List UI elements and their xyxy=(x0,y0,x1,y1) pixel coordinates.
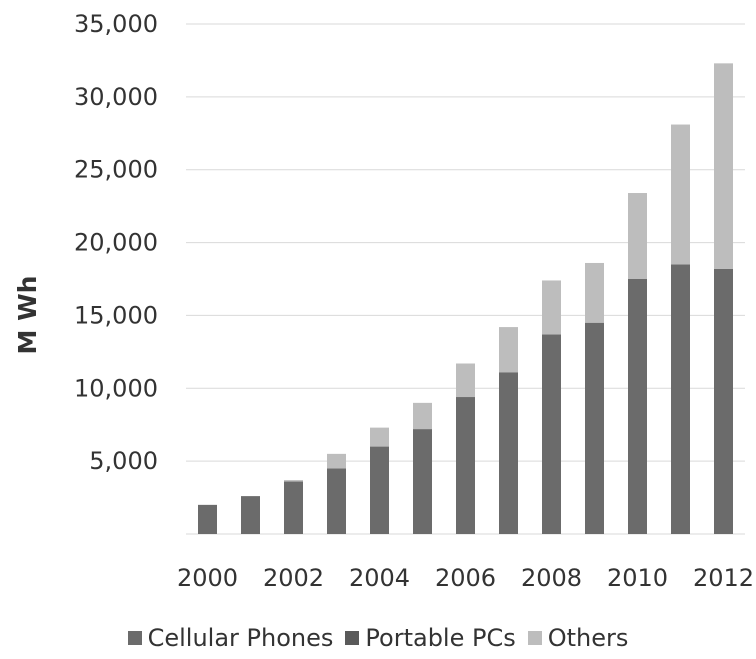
bar-segment-cellular-phones xyxy=(628,279,647,534)
y-tick-label: 5,000 xyxy=(89,447,158,475)
y-axis-label: M Wh xyxy=(13,276,42,355)
legend-swatch xyxy=(527,631,542,645)
legend-label: Portable PCs xyxy=(365,624,516,652)
y-tick-label: 10,000 xyxy=(74,374,158,402)
y-tick-label: 25,000 xyxy=(74,156,158,184)
bar-segment-others xyxy=(327,453,346,469)
bar-segment-cellular-phones xyxy=(456,397,475,534)
bar-segment-others xyxy=(628,193,647,279)
bar-segment-others xyxy=(413,402,432,430)
bar-segment-others xyxy=(370,427,389,447)
bar-segment-others xyxy=(671,124,690,265)
x-tick-label: 2010 xyxy=(607,564,668,592)
x-tick-label: 2004 xyxy=(349,564,410,592)
bar-segment-others xyxy=(499,327,518,373)
y-tick-label: 35,000 xyxy=(74,10,158,38)
bar-segment-cellular-phones xyxy=(542,334,561,534)
bar-segment-others xyxy=(585,262,604,323)
bar-segment-others xyxy=(714,63,733,269)
gridlines xyxy=(186,23,745,535)
x-tick-label: 2008 xyxy=(521,564,582,592)
legend: Cellular Phones Portable PCs Others xyxy=(0,624,756,652)
y-tick-label: 30,000 xyxy=(74,83,158,111)
stacked-bar-chart: 5,000 10,000 15,000 20,000 25,000 30,000 35,00… xyxy=(13,10,754,592)
bar-segment-cellular-phones xyxy=(714,268,733,534)
bar-segment-cellular-phones xyxy=(198,504,217,534)
bars xyxy=(198,63,733,534)
bar-segment-cellular-phones xyxy=(370,446,389,534)
bar-segment-others xyxy=(542,280,561,335)
legend-item: Others xyxy=(527,624,629,652)
x-tick-label: 2012 xyxy=(693,564,754,592)
x-tick-label: 2006 xyxy=(435,564,496,592)
bar-segment-cellular-phones xyxy=(284,481,303,534)
x-axis-ticks: 2000 2002 2004 2006 2008 2010 2012 xyxy=(177,564,754,592)
y-axis-ticks: 5,000 10,000 15,000 20,000 25,000 30,000 35,00… xyxy=(74,10,158,475)
bar-segment-cellular-phones xyxy=(413,429,432,534)
x-tick-label: 2000 xyxy=(177,564,238,592)
legend-label: Others xyxy=(547,624,629,652)
bar-segment-others xyxy=(284,480,303,482)
bar-segment-cellular-phones xyxy=(327,468,346,534)
bar-segment-cellular-phones xyxy=(671,264,690,534)
bar-segment-cellular-phones xyxy=(241,496,260,534)
bar-segment-cellular-phones xyxy=(585,322,604,534)
legend-item: Cellular Phones xyxy=(127,624,334,652)
y-tick-label: 15,000 xyxy=(74,301,158,329)
legend-swatch xyxy=(345,631,360,645)
bar-segment-others xyxy=(456,363,475,398)
bar-segment-cellular-phones xyxy=(499,372,518,534)
y-tick-label: 20,000 xyxy=(74,229,158,257)
legend-item: Portable PCs xyxy=(345,624,516,652)
legend-swatch xyxy=(127,631,142,645)
legend-label: Cellular Phones xyxy=(147,624,334,652)
x-tick-label: 2002 xyxy=(263,564,324,592)
